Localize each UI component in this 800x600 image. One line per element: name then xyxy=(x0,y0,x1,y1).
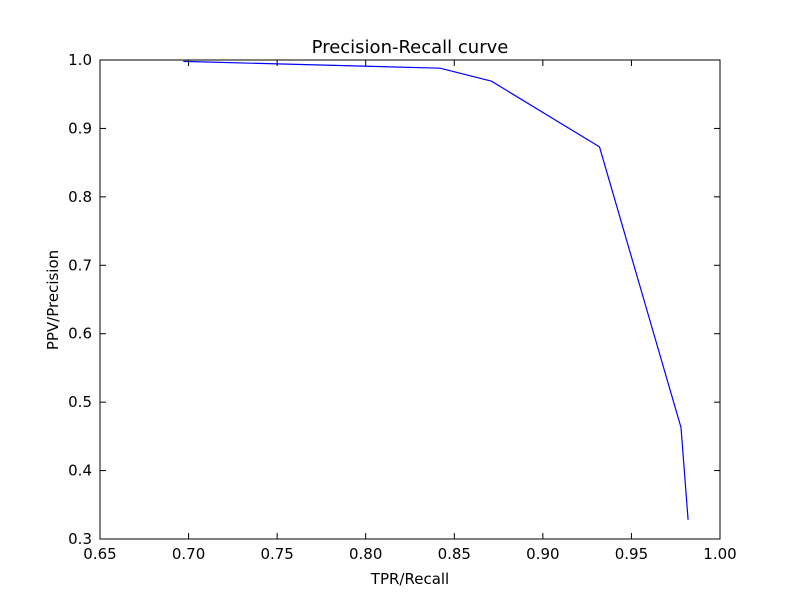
y-tick-label: 0.5 xyxy=(68,393,92,411)
y-tick-label: 0.4 xyxy=(68,462,92,480)
ticks-layer: 0.65 0.70 0.75 0.80 0.85 0.90 0.95 1.00 0.3 0.4 0.… xyxy=(68,51,737,563)
x-tick-label: 0.70 xyxy=(172,545,205,563)
chart-title: Precision-Recall curve xyxy=(312,37,509,58)
y-tick-label: 0.6 xyxy=(68,325,92,343)
plot-frame xyxy=(99,59,721,540)
y-tick-label: 0.3 xyxy=(68,530,92,548)
x-axis-title: TPR/Recall xyxy=(370,570,449,588)
x-tick-label: 1.00 xyxy=(703,545,736,563)
plot-area xyxy=(100,60,720,539)
y-axis-title: PPV/Precision xyxy=(44,250,62,350)
y-tick-label: 0.9 xyxy=(68,119,92,137)
x-tick-label: 0.85 xyxy=(438,545,471,563)
series-layer xyxy=(183,60,689,520)
y-tick-label: 1.0 xyxy=(68,51,92,69)
y-tick-label: 0.8 xyxy=(68,188,92,206)
x-tick-label: 0.80 xyxy=(349,545,382,563)
x-tick-label: 0.65 xyxy=(83,545,116,563)
y-tick-label: 0.7 xyxy=(68,256,92,274)
x-tick-label: 0.90 xyxy=(526,545,559,563)
x-tick-label: 0.95 xyxy=(615,545,648,563)
precision-recall-line xyxy=(183,60,689,520)
x-tick-label: 0.75 xyxy=(260,545,293,563)
